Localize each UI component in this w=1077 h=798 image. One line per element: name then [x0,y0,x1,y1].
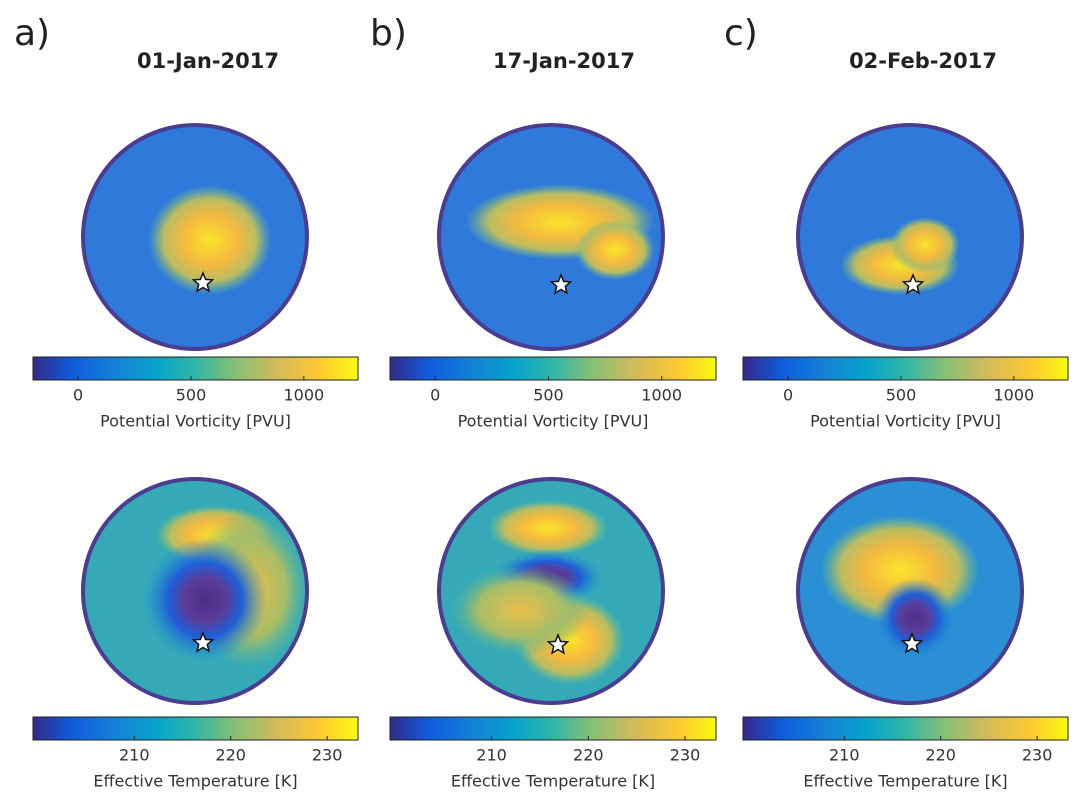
panel-title: 01-Jan-2017 [137,49,279,73]
colorbar-tick-label: 220 [215,746,246,765]
map-outline [796,123,1024,351]
colorbar-tick-label: 220 [925,746,956,765]
colorbar-tick-label: 0 [783,386,793,405]
panel-title: 17-Jan-2017 [493,49,635,73]
colorbar [389,716,717,741]
map-outline [437,123,665,351]
colorbar [742,356,1069,381]
station-marker [546,633,570,655]
colorbar-tick-label: 0 [430,386,440,405]
station-marker [900,632,924,654]
colorbar-tick-label: 210 [119,746,150,765]
colorbar-tick-label: 1000 [641,386,682,405]
colorbar-tick-label: 230 [1022,746,1053,765]
station-marker [549,273,573,295]
panel-label: a) [14,13,50,54]
map-outline [81,477,309,705]
map-field [890,217,960,273]
colorbar-tick-label: 1000 [993,386,1034,405]
map-field [875,578,955,658]
colorbar-tick-label: 0 [73,386,83,405]
map-field [143,538,267,662]
colorbar-label: Effective Temperature [K] [803,772,1007,791]
map-outline [796,477,1024,705]
colorbar [389,356,717,381]
colorbar [742,716,1069,741]
colorbar [32,356,359,381]
panel-label: c) [724,13,758,54]
colorbar-tick-label: 1000 [283,386,324,405]
panel-label: b) [370,13,407,54]
colorbar-label: Potential Vorticity [PVU] [458,412,649,431]
colorbar-tick-label: 220 [573,746,604,765]
map-field [575,220,655,280]
colorbar-tick-label: 230 [670,746,701,765]
colorbar-label: Effective Temperature [K] [451,772,655,791]
colorbar [32,716,359,741]
colorbar-tick-label: 210 [829,746,860,765]
colorbar-label: Potential Vorticity [PVU] [100,412,291,431]
colorbar-tick-label: 500 [886,386,917,405]
colorbar-tick-label: 230 [312,746,343,765]
map-field [488,500,608,556]
station-marker [191,631,215,653]
colorbar-tick-label: 500 [176,386,207,405]
colorbar-tick-label: 210 [476,746,507,765]
map-field [148,185,272,295]
colorbar-label: Effective Temperature [K] [93,772,297,791]
station-marker [901,273,925,295]
map-outline [437,477,665,705]
colorbar-label: Potential Vorticity [PVU] [810,412,1001,431]
map-outline [81,123,309,351]
colorbar-tick-label: 500 [533,386,564,405]
station-marker [191,271,215,293]
map-field [450,565,590,655]
panel-title: 02-Feb-2017 [849,49,997,73]
